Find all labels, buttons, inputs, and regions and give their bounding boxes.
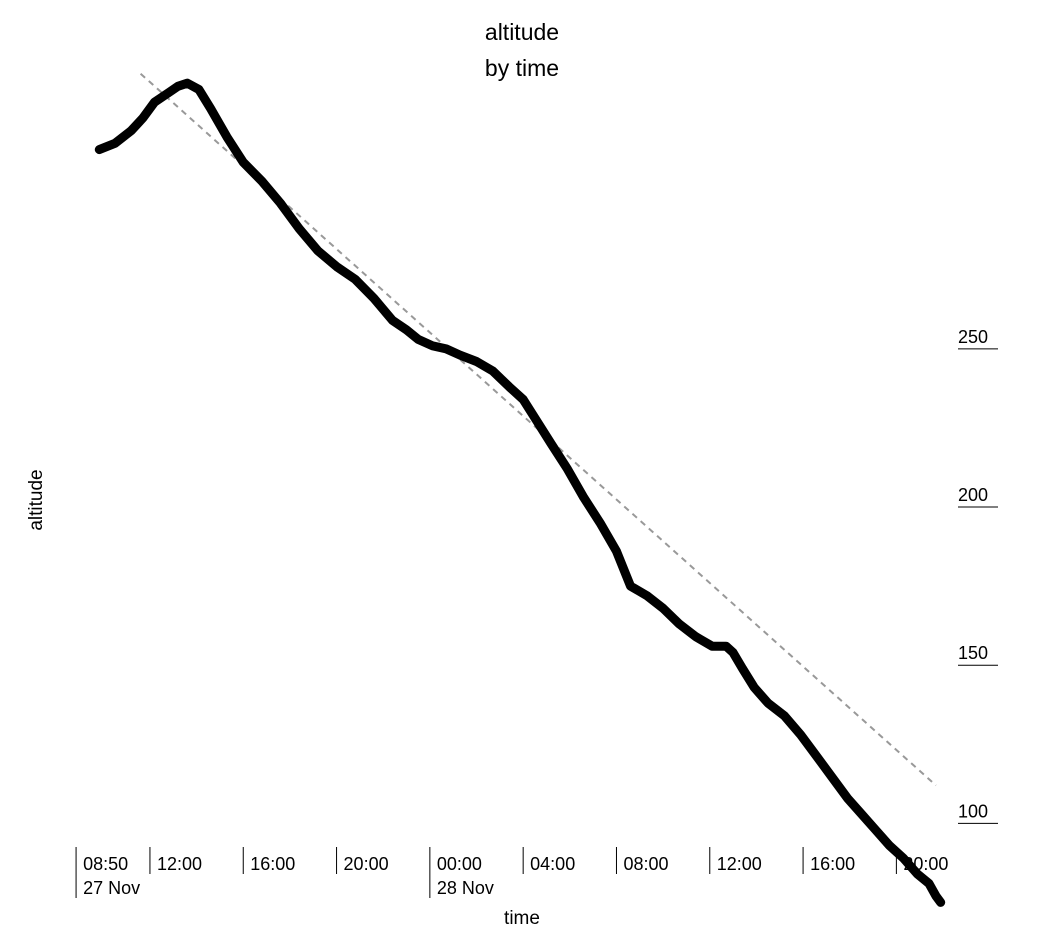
- x-tick-label: 08:00: [623, 854, 668, 874]
- x-tick-label: 16:00: [250, 854, 295, 874]
- y-tick-label: 150: [958, 643, 988, 663]
- x-tick-label: 00:00: [437, 854, 482, 874]
- x-tick-label: 16:00: [810, 854, 855, 874]
- y-tick-label: 250: [958, 327, 988, 347]
- chart-subtitle: by time: [485, 55, 559, 81]
- x-tick-label: 04:00: [530, 854, 575, 874]
- x-axis-label: time: [504, 908, 540, 929]
- series-layer: [94, 72, 946, 907]
- x-axis-ticks: 08:50 27 Nov 12:00 16:00 20:00 00:00 28 Nov 04:…: [75, 847, 948, 898]
- chart-title: altitude: [485, 19, 559, 45]
- x-tick-label: 08:50: [83, 854, 128, 874]
- y-tick-label: 200: [958, 485, 988, 505]
- y-axis-label: altitude: [26, 469, 47, 530]
- altitude-line: [94, 78, 946, 907]
- x-tick-sublabel: 28 Nov: [437, 878, 494, 898]
- x-tick-sublabel: 27 Nov: [83, 878, 140, 898]
- x-tick-label: 12:00: [157, 854, 202, 874]
- y-tick-label: 100: [958, 801, 988, 821]
- y-axis-ticks: 100 150 200 250: [958, 327, 998, 824]
- x-tick-label: 12:00: [717, 854, 762, 874]
- x-tick-label: 20:00: [344, 854, 389, 874]
